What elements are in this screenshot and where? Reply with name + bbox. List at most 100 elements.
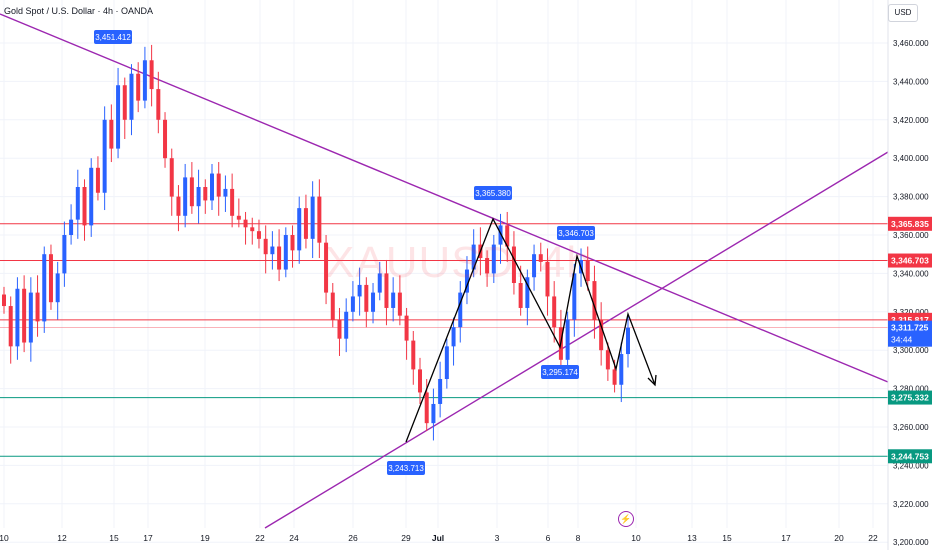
candle-body [149,60,154,90]
candle-body [438,379,443,404]
price-callout [94,30,132,44]
candle-body [35,292,40,322]
candle-body [545,261,550,297]
candle-body [243,219,248,228]
x-tick-label: 13 [687,533,697,543]
candle-body [15,288,20,347]
y-tick-label: 3,280.000 [893,385,929,394]
x-tick-label: 20 [834,533,844,543]
candle-body [109,119,114,149]
x-tick-label: 22 [868,533,878,543]
candle-body [163,119,168,159]
price-line-badge [888,253,932,268]
candle-body [572,273,577,320]
candle-body [317,196,322,243]
price-line-label: 3,275.332 [891,393,929,403]
price-callout [474,186,512,200]
y-tick-label: 3,300.000 [893,346,929,355]
price-callout-label: 3,451.412 [95,33,131,42]
y-tick-label: 3,360.000 [893,231,929,240]
candle-body [28,292,33,343]
x-tick-label: 19 [200,533,210,543]
projection-arrow-icon [647,374,657,387]
candle-body [471,244,476,270]
candle-body [525,277,530,308]
currency-button[interactable]: USD [888,4,918,22]
candle-body [297,208,302,251]
candle-body [377,273,382,293]
x-tick-label: 10 [0,533,9,543]
candle-body [270,246,275,255]
x-tick-label: 15 [109,533,119,543]
projection-path [405,217,656,443]
candle-body [451,327,456,347]
candle-body [552,296,557,328]
candle-body [397,292,402,316]
y-tick-label: 3,260.000 [893,423,929,432]
candle-body [216,173,221,197]
x-tick-label: 15 [722,533,732,543]
candle-body [324,242,329,293]
candle-body [585,259,590,282]
price-callout-label: 3,365.380 [475,189,511,198]
current-price-label: 3,311.725 [891,323,929,333]
candle-body [250,227,255,232]
x-tick-label: 22 [255,533,265,543]
candle-body [599,319,604,351]
candle-body [505,225,510,247]
candle-body [8,306,13,347]
y-tick-label: 3,240.000 [893,461,929,470]
price-callout-label: 3,243.713 [388,464,424,473]
candle-body [210,173,214,201]
y-tick-label: 3,320.000 [893,308,929,317]
x-tick-label: 12 [57,533,67,543]
candle-body [424,392,429,424]
candle-body [189,177,194,207]
candle-body [290,235,295,251]
candle-body [565,319,570,360]
candle-body [330,292,335,320]
candle-body [230,188,235,216]
y-tick-label: 3,440.000 [893,77,929,86]
candle-body [95,167,100,193]
candle-body [592,281,597,320]
candle-body [344,311,349,339]
candle-body [283,235,288,270]
candle-body [371,292,376,312]
price-line-label: 3,346.703 [891,256,929,266]
candle-body [532,254,537,278]
candle-body [605,350,610,370]
y-tick-label: 3,380.000 [893,193,929,202]
candle-body [75,187,80,220]
candle-body [22,288,27,343]
bar-countdown-label: 34:44 [891,335,913,345]
price-line-label: 3,244.753 [891,451,929,461]
x-tick-label: 10 [631,533,641,543]
symbol-title: Gold Spot / U.S. Dollar · 4h · OANDA [4,6,154,16]
lightning-bolt-icon[interactable]: ⚡ [618,511,634,527]
price-line-badge [888,449,932,464]
price-callout-label: 3,346.703 [558,229,594,238]
candle-body [48,254,53,303]
candle-body [310,196,315,239]
price-line-badge [888,216,932,231]
candle-body [612,369,617,385]
x-tick-label: 17 [143,533,153,543]
candle-body [277,246,282,270]
candle-body [183,177,188,216]
descending-trendline [0,13,889,383]
candle-body [384,273,389,308]
candle-body [404,315,409,341]
candle-body [444,346,449,379]
candle-body [491,244,496,274]
x-tick-label: 26 [348,533,358,543]
candle-body [62,235,67,274]
candle-body [263,238,268,255]
price-callout-label: 3,295.174 [542,368,578,377]
x-tick-label: 24 [289,533,299,543]
candle-body [176,196,181,216]
price-line-label: 3,365.835 [891,219,929,229]
candle-body [498,225,503,245]
